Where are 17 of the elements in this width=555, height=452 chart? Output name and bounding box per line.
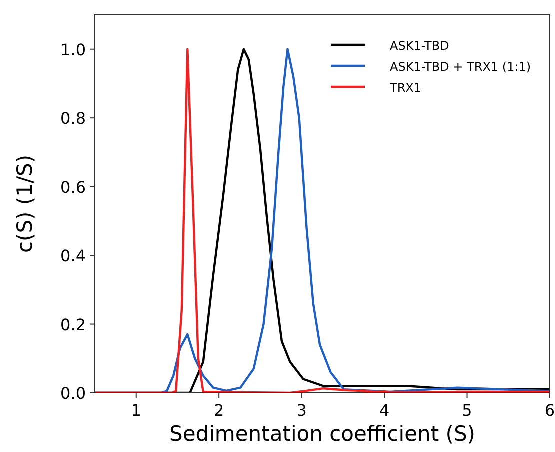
x-tick-label: 2 xyxy=(214,401,224,420)
legend-label: TRX1 xyxy=(389,81,422,95)
x-tick-label: 1 xyxy=(131,401,142,420)
y-tick-label: 0.2 xyxy=(60,315,86,334)
x-tick-label: 3 xyxy=(296,401,307,420)
y-axis-title: c(S) (1/S) xyxy=(13,154,37,254)
y-tick-label: 0.4 xyxy=(60,246,86,266)
y-tick-label: 0.8 xyxy=(60,109,86,128)
legend-label: ASK1-TBD + TRX1 (1:1) xyxy=(390,60,532,74)
y-tick-label: 0.0 xyxy=(60,384,86,403)
x-tick-label: 4 xyxy=(379,401,390,420)
x-tick-label: 5 xyxy=(462,401,472,420)
legend-label: ASK1-TBD xyxy=(390,39,450,53)
x-tick-label: 6 xyxy=(544,401,555,420)
y-tick-label: 0.6 xyxy=(60,178,86,197)
x-axis-title: Sedimentation coefficient (S) xyxy=(170,422,476,446)
y-tick-label: 1.0 xyxy=(60,40,86,60)
